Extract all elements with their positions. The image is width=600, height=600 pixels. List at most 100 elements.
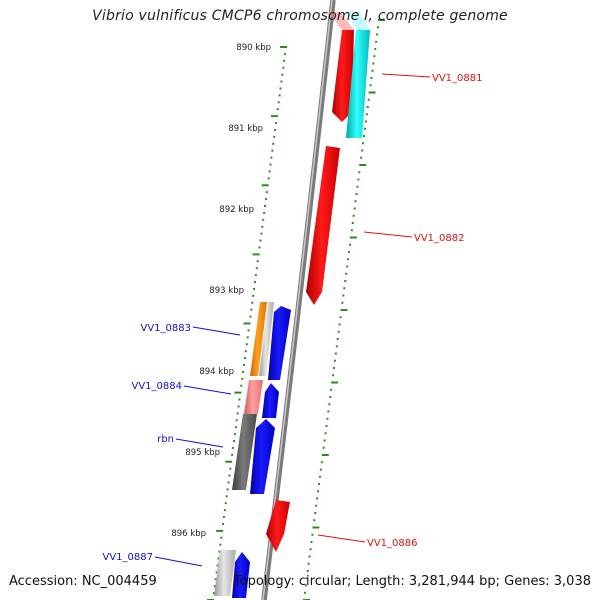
minor-tick <box>237 405 240 408</box>
gene-feature-blue-894[interactable] <box>262 383 279 418</box>
minor-tick <box>313 519 316 522</box>
minor-tick <box>214 578 217 581</box>
minor-tick <box>365 113 368 116</box>
minor-tick <box>232 446 235 449</box>
minor-tick <box>314 512 317 514</box>
minor-tick <box>233 433 236 436</box>
minor-tick <box>212 592 215 595</box>
major-tick <box>216 529 224 532</box>
minor-tick <box>322 446 325 449</box>
minor-tick <box>328 403 331 406</box>
gene-label-rbn[interactable]: rbn <box>157 434 174 445</box>
minor-tick <box>225 495 228 498</box>
minor-tick <box>345 272 348 275</box>
gene-feature-vv1-0887[interactable] <box>214 550 236 596</box>
minor-tick <box>268 170 271 173</box>
gene-feature-vv1-0881[interactable] <box>332 30 354 122</box>
gene-label-vv1-0887[interactable]: VV1_0887 <box>103 552 154 563</box>
minor-tick <box>229 467 232 470</box>
minor-tick <box>262 218 265 221</box>
gene-label-vv1-0881[interactable]: VV1_0881 <box>432 73 483 84</box>
minor-tick <box>283 59 286 62</box>
minor-tick <box>252 294 255 297</box>
minor-tick <box>303 591 306 594</box>
minor-tick <box>357 178 360 181</box>
tick-label-896: 896 kbp <box>171 529 206 539</box>
minor-tick <box>310 541 313 543</box>
forward-genes <box>266 12 370 552</box>
minor-tick <box>242 370 245 373</box>
minor-tick <box>264 204 267 207</box>
gene-feature-vv1-0883[interactable] <box>250 302 267 376</box>
minor-tick <box>269 163 272 166</box>
minor-tick <box>361 149 364 152</box>
major-tick <box>270 115 278 118</box>
minor-tick <box>224 502 227 505</box>
gene-feature-vv1-0884[interactable] <box>244 380 263 414</box>
gene-label-vv1-0884[interactable]: VV1_0884 <box>132 381 183 392</box>
minor-tick <box>332 374 335 377</box>
minor-tick <box>272 142 275 145</box>
minor-tick <box>256 260 259 263</box>
gene-feature-blue-895[interactable] <box>250 419 275 494</box>
minor-tick <box>351 222 354 224</box>
major-tick <box>280 46 287 48</box>
minor-tick <box>350 229 353 232</box>
major-tick <box>252 253 260 256</box>
minor-tick <box>311 533 314 536</box>
gene-feature-vv1-0886[interactable] <box>266 500 290 552</box>
minor-tick <box>338 323 341 326</box>
minor-tick <box>245 343 248 346</box>
major-tick <box>331 381 339 384</box>
minor-tick <box>346 265 349 268</box>
minor-tick <box>253 281 256 284</box>
minor-tick <box>369 84 372 87</box>
minor-tick <box>354 200 357 203</box>
gene-label-vv1-0886[interactable]: VV1_0886 <box>367 538 418 549</box>
tick-label-894: 894 kbp <box>199 367 234 377</box>
gene-feature-vv1-0882[interactable] <box>306 146 340 305</box>
minor-tick <box>348 243 351 246</box>
minor-tick <box>353 207 356 210</box>
minor-tick <box>236 412 239 415</box>
gene-feature-vv1-0881-overlap[interactable] <box>346 30 370 138</box>
minor-tick <box>254 274 257 277</box>
gene-label-vv1-0882[interactable]: VV1_0882 <box>414 233 465 244</box>
minor-tick <box>360 156 363 159</box>
gene-feature-rbn[interactable] <box>232 414 257 490</box>
gene-feature-blue-896[interactable] <box>232 552 250 598</box>
minor-tick <box>243 363 246 366</box>
gene-labels: VV1_0881 VV1_0882 VV1_0886 VV1_0883 VV1_… <box>103 73 483 563</box>
minor-tick <box>222 516 225 519</box>
minor-tick <box>216 564 219 567</box>
major-tick <box>378 19 385 21</box>
gene-label-vv1-0883[interactable]: VV1_0883 <box>141 323 192 334</box>
minor-tick <box>222 522 225 525</box>
minor-tick <box>341 301 344 304</box>
minor-tick <box>336 338 339 340</box>
minor-tick <box>270 156 273 159</box>
minor-tick <box>253 287 256 290</box>
minor-tick <box>265 191 268 194</box>
minor-tick <box>375 40 378 43</box>
minor-tick <box>343 287 346 290</box>
minor-tick <box>228 474 231 477</box>
minor-tick <box>377 26 380 29</box>
minor-tick <box>317 490 320 493</box>
minor-tick <box>244 350 247 353</box>
minor-tick <box>327 410 330 413</box>
minor-tick <box>226 488 229 491</box>
minor-tick <box>274 128 277 131</box>
minor-tick <box>263 211 266 214</box>
minor-tick <box>281 73 284 76</box>
minor-tick <box>376 33 379 36</box>
minor-tick <box>309 548 312 551</box>
minor-tick <box>220 536 223 539</box>
minor-tick <box>243 357 246 360</box>
minor-tick <box>373 55 376 58</box>
minor-tick <box>282 66 285 69</box>
minor-tick <box>304 584 307 587</box>
gene-feature-blue-893[interactable] <box>268 306 291 380</box>
minor-tick <box>348 251 350 253</box>
